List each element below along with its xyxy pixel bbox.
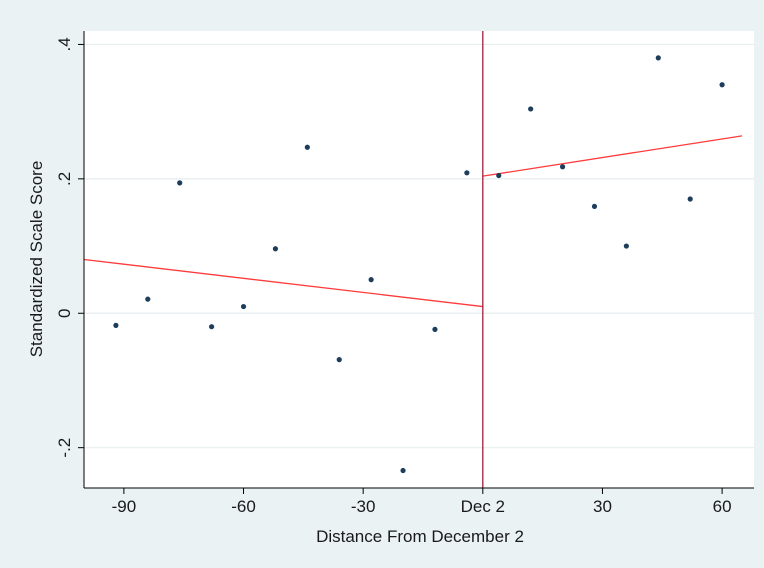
data-point [272, 246, 279, 252]
x-tick-label: -30 [351, 497, 376, 516]
data-point [432, 326, 438, 332]
y-tick-label: .2 [55, 172, 74, 186]
data-point [655, 55, 661, 61]
data-point [591, 203, 598, 210]
data-point [719, 82, 725, 88]
data-point [496, 172, 502, 179]
fit-lines [83, 135, 743, 308]
y-tick-label: .4 [55, 37, 74, 51]
fit-line [83, 258, 483, 308]
data-point [368, 277, 374, 283]
x-tick-label: Dec 2 [461, 497, 505, 516]
fit-line [482, 135, 743, 177]
x-tick-label: 60 [713, 497, 732, 516]
data-point [113, 322, 119, 328]
y-tick-label: 0 [55, 309, 74, 318]
x-tick-label: 30 [593, 497, 612, 516]
x-tick-label: -90 [112, 497, 137, 516]
data-point [145, 296, 151, 302]
plot-area [84, 31, 754, 488]
data-point [209, 324, 215, 330]
data-point [464, 170, 470, 176]
data-point [559, 164, 566, 170]
data-point [528, 106, 534, 112]
grid-lines [84, 43, 754, 449]
data-point [304, 144, 310, 150]
data-point [177, 180, 183, 186]
x-tick-label: -60 [231, 497, 256, 516]
axes [83, 31, 754, 489]
data-points [113, 55, 725, 474]
data-point [687, 196, 693, 202]
y-axis-label: Standardized Scale Score [27, 161, 46, 358]
data-point [400, 467, 406, 474]
data-point [240, 303, 247, 310]
data-point [336, 357, 342, 363]
x-axis-label: Distance From December 2 [316, 527, 524, 546]
y-tick-label: -.2 [55, 438, 74, 458]
data-point [623, 243, 629, 249]
tick-labels: -90 -60 -30 Dec 2 30 60 -.2 0 .2 .4 [55, 37, 732, 516]
